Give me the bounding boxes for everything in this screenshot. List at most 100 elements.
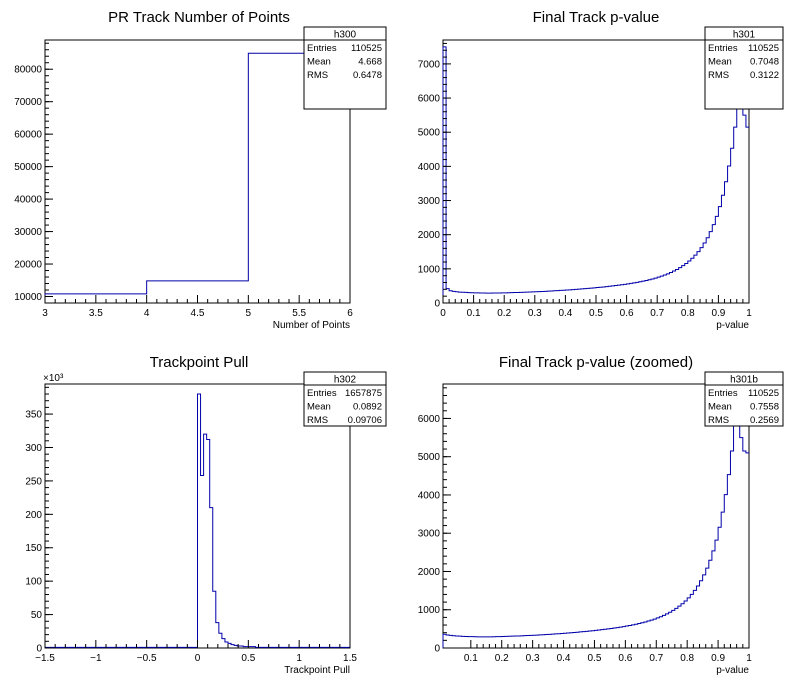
stats-row-label: RMS [708,70,729,81]
histogram-bin [173,647,176,648]
stats-histogram-name: h300 [334,30,357,41]
histogram-bin [682,266,685,303]
histogram-bin [703,575,706,648]
histogram-bin [60,647,63,648]
x-tick-label: 4.5 [191,308,205,319]
histogram-bin [694,255,697,303]
histogram-bin [338,647,341,648]
histogram-bin [650,620,653,648]
y-tick-label: 60000 [14,130,42,141]
x-tick-label: 0.3 [528,308,542,319]
histogram-bin [706,568,709,648]
histogram-bin [672,610,675,648]
histogram-bin [332,647,335,648]
histogram-bin [690,594,693,648]
x-tick-label: 0.8 [680,653,694,664]
x-axis-label: p-value [716,320,749,331]
histogram-bin [292,647,295,648]
x-tick-label: 0 [440,308,446,319]
histogram-series [442,46,749,303]
y-tick-label: 5000 [418,128,441,139]
stats-histogram-name: h301b [730,375,758,386]
y-tick-label: 2000 [418,230,441,241]
x-tick-label: 1.5 [343,653,357,664]
y-tick-label: 70000 [14,97,42,108]
y-tick-label: 6000 [418,94,441,105]
histogram-series [44,52,350,303]
x-tick-label: 0.4 [557,653,571,664]
histogram-bin [323,647,326,648]
x-tick-label: 4 [144,308,150,319]
y-tick-label: 1000 [418,605,441,616]
histogram-bin [663,275,666,303]
stats-row-label: Entries [708,388,738,399]
stats-row-value: 0.7048 [750,57,779,68]
stats-box-frame [303,26,387,110]
y-tick-label: 30000 [14,227,42,238]
histogram-bin [191,647,194,648]
histogram-bin [718,527,721,648]
stats-row-label: Entries [307,43,337,54]
histogram-bin [693,590,696,648]
histogram-bin [335,647,338,648]
stats-box: h302 Entries 1657875 Mean 0.0892 RMS 0.09706 [303,371,387,427]
histogram-bin [307,647,310,648]
histogram-bin [268,647,271,648]
histogram-bin [679,268,682,303]
x-tick-label: 0.7 [649,653,663,664]
histogram-bin [158,647,161,648]
histogram-bin [271,647,274,648]
histogram-bin [678,606,681,648]
histogram-bin [344,647,347,648]
histogram-bin [97,647,100,648]
histogram-bin [277,647,280,648]
histogram-bin [715,540,718,648]
histogram-bin [740,78,743,303]
histogram-bin [709,232,712,303]
histogram-bin [179,647,182,648]
histogram-bin [115,647,118,648]
histogram-bin [109,647,112,648]
histogram-bin [243,647,246,648]
histogram-bin [734,420,737,648]
y-tick-label: 350 [25,410,42,421]
y-tick-label: 50 [31,610,43,621]
histogram-pad-h302: Trackpoint Pull −1.5 −1 −0.5 0 0.5 1 1.5 0 50 100 1… [25,354,387,676]
y-tick-label: 5000 [418,452,441,463]
histogram-bin [675,608,678,648]
histogram-bin [121,647,124,648]
x-tick-label: 0.3 [526,653,540,664]
histogram-bin [676,269,679,303]
histogram-bin [740,438,743,648]
x-tick-label: 0.9 [711,653,725,664]
histogram-bin [304,647,307,648]
histogram-bin [100,647,103,648]
histogram-bin [204,434,207,648]
histogram-bin [249,647,252,648]
y-tick-label: 10000 [14,292,42,303]
y-tick-label: 2000 [418,567,441,578]
histogram-bin [721,512,724,648]
y-tick-label: 150 [25,543,42,554]
y-tick-label: 40000 [14,195,42,206]
x-tick-label: 0.6 [620,308,634,319]
histogram-bin [673,271,676,303]
chart-title: PR Track Number of Points [108,9,290,26]
histogram-bin [712,225,715,303]
histogram-bin [213,591,216,648]
x-tick-label: 3.5 [89,308,103,319]
x-tick-label: 1 [296,653,302,664]
y-tick-label: 0 [434,299,440,310]
histogram-bin [725,182,728,303]
histogram-bin [329,647,332,648]
x-axis-label: Number of Points [273,320,350,331]
x-tick-label: 0.5 [241,653,255,664]
stats-row-label: RMS [307,415,328,426]
histogram-series [442,394,749,648]
histogram-bin [700,248,703,303]
histogram-bin [234,645,237,648]
histogram-bin [737,395,740,648]
chart-title: Final Track p-value [533,9,660,26]
chart-title: Final Track p-value (zoomed) [499,354,693,371]
histogram-bin [143,647,146,648]
